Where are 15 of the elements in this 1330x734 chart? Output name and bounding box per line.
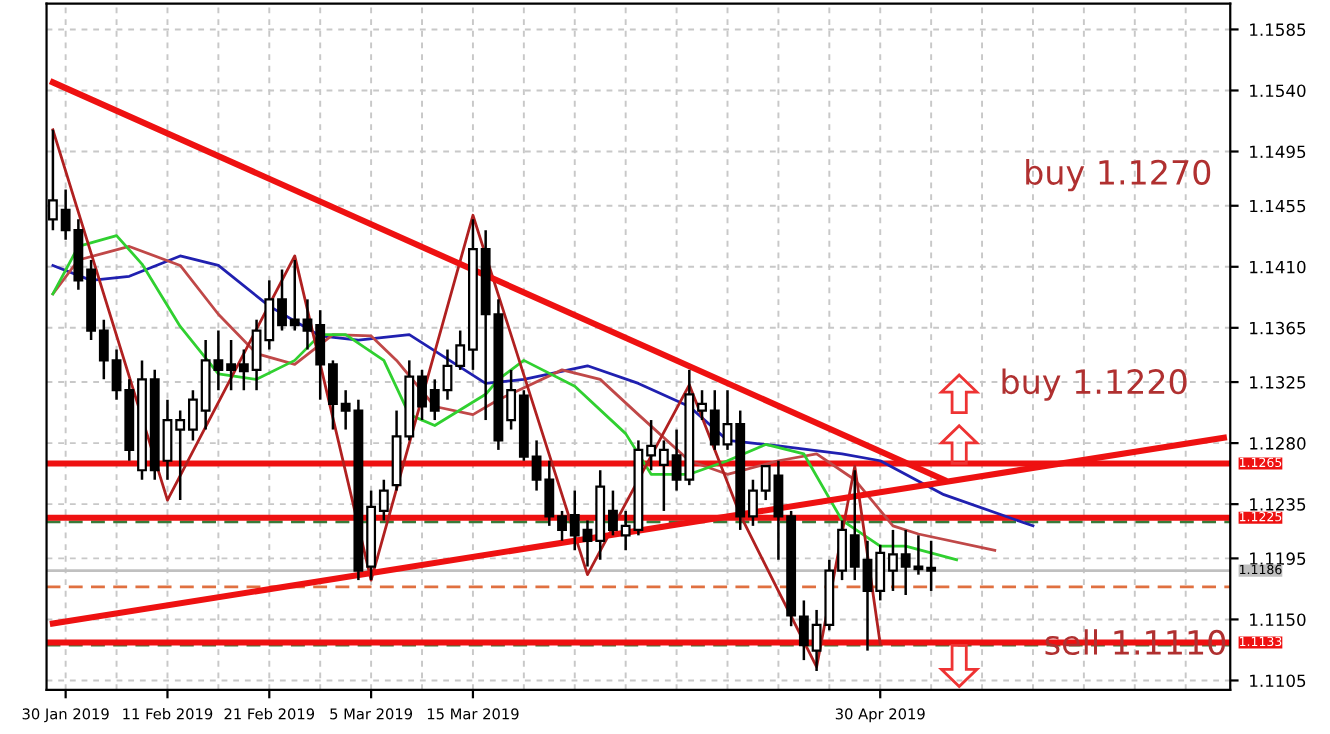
y-tick-label: 1.1280 [1250, 437, 1306, 450]
y-tick-label: 1.1585 [1250, 23, 1306, 37]
y-tick-label: 1.1410 [1250, 260, 1306, 274]
y-tick-label: 1.1325 [1250, 376, 1306, 389]
y-tick-label: 1.1235 [1250, 498, 1306, 511]
y-tick-label: 1.1105 [1250, 674, 1306, 688]
y-tick-label: 1.1150 [1250, 613, 1306, 626]
y-tick-label: 1.1495 [1250, 145, 1306, 159]
y-tick-label: 1.1455 [1250, 199, 1306, 213]
annotation: sell 1.1110 [1045, 629, 1226, 656]
annotation: buy 1.1270 [1026, 159, 1211, 192]
y-tick-label: 1.1365 [1250, 321, 1306, 335]
y-tick-label: 1.1195 [1250, 552, 1306, 565]
annotation: buy 1.1220 [1002, 368, 1187, 401]
y-tick-label: 1.1540 [1250, 84, 1306, 98]
